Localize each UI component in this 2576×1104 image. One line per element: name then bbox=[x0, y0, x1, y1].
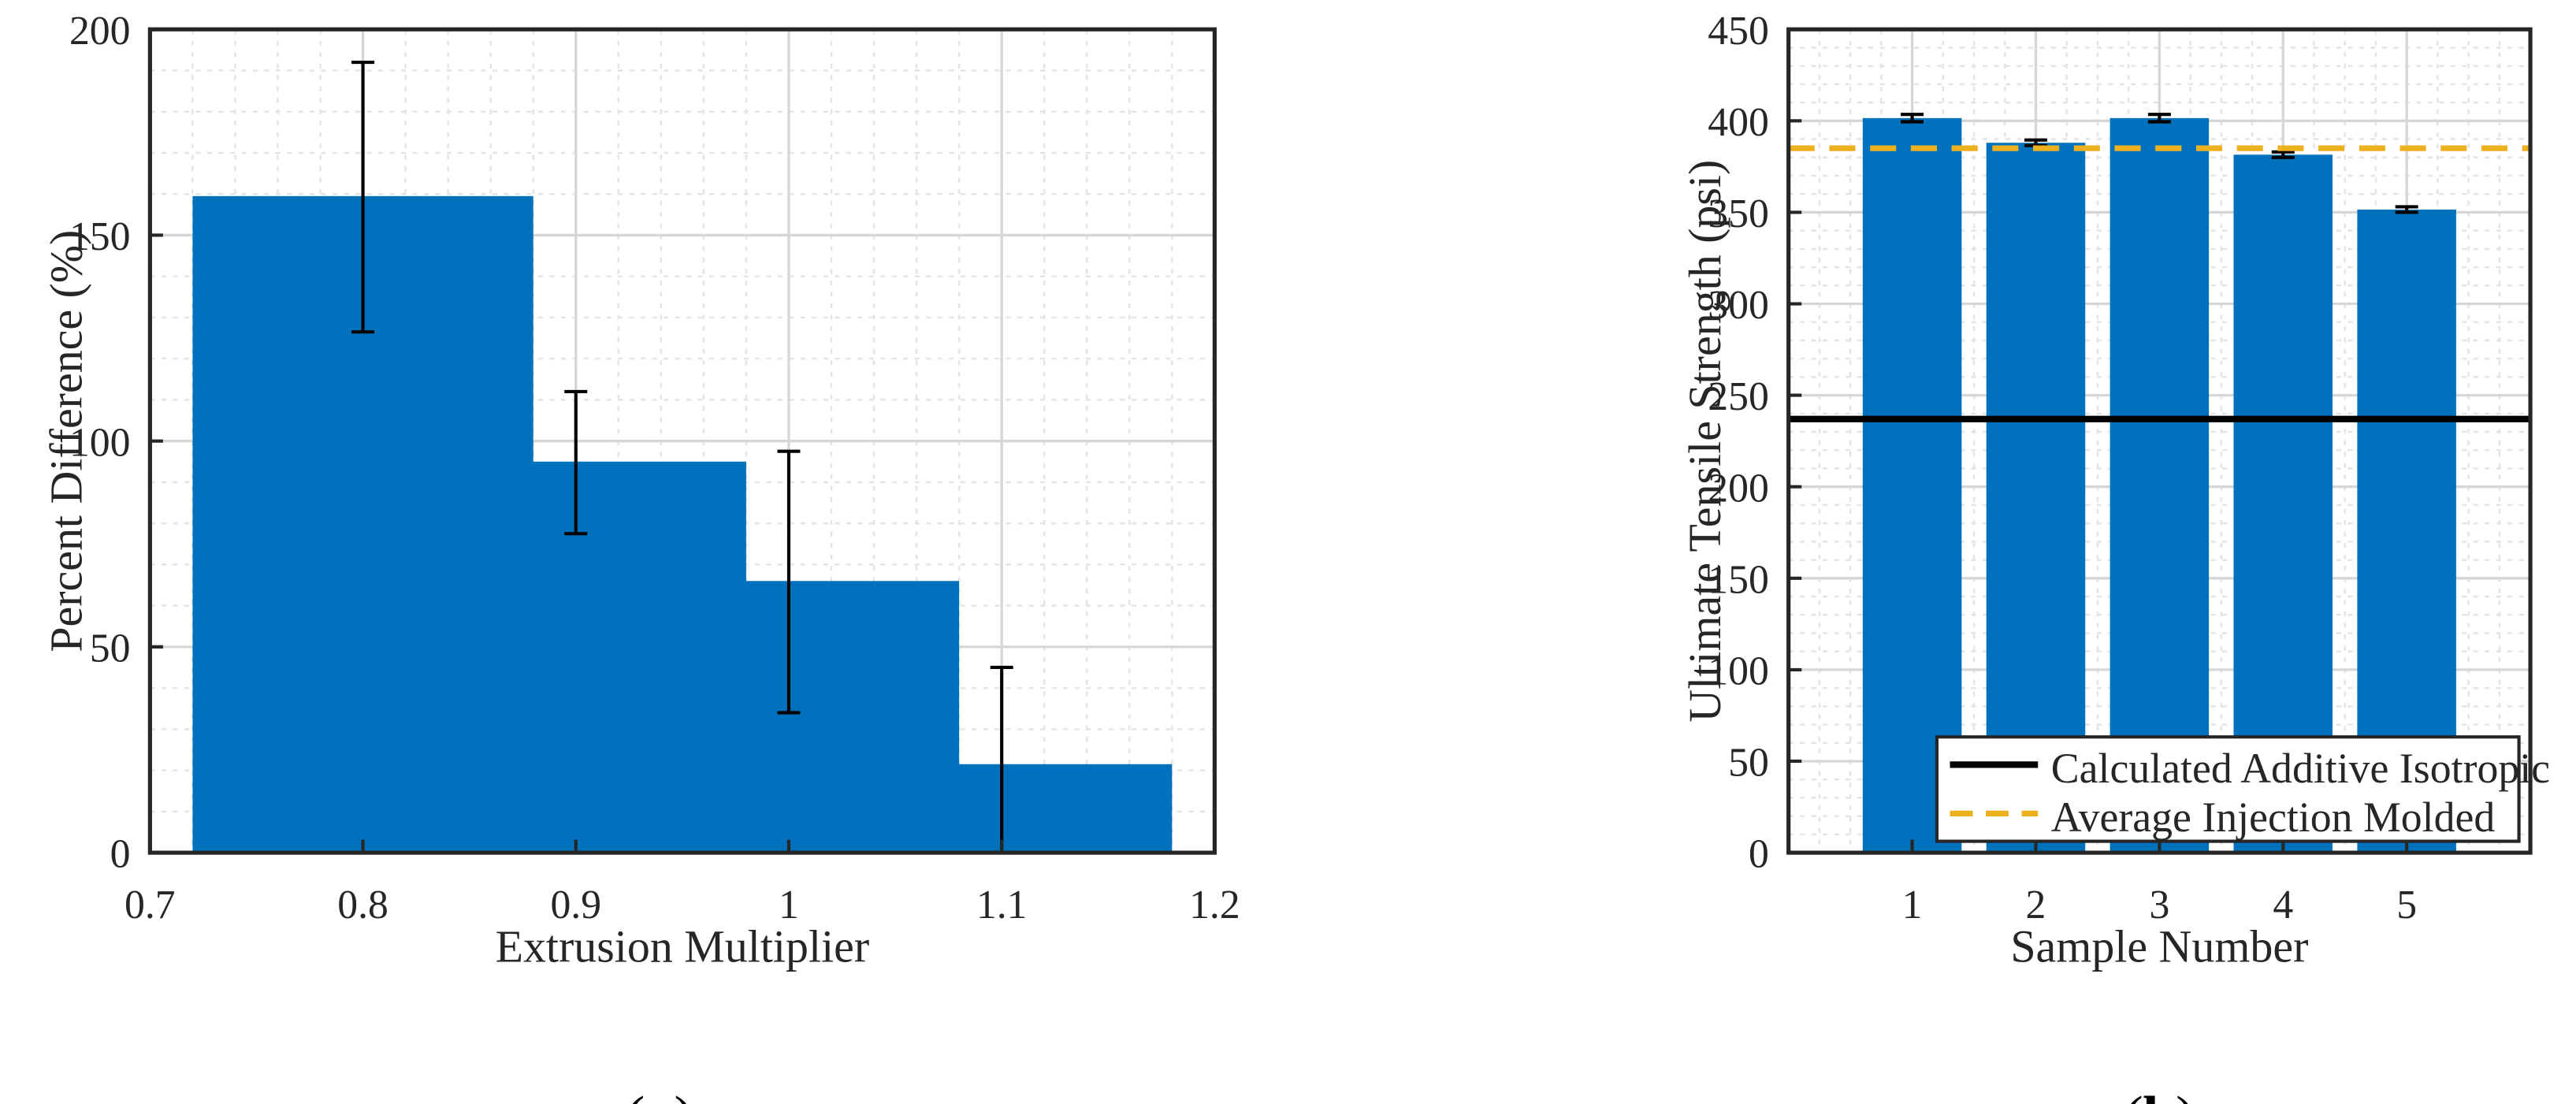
chart-a-x-tick-label: 0.8 bbox=[337, 883, 388, 927]
chart-b-panel-label-open: ( bbox=[2124, 1085, 2143, 1104]
chart-b-legend: Calculated Additive Isotropic Average In… bbox=[1935, 735, 2550, 843]
chart-b-error-bars bbox=[1901, 113, 2418, 214]
chart-a-y-tick-label: 0 bbox=[110, 832, 131, 877]
chart-a-panel-label-open: ( bbox=[625, 1085, 645, 1104]
chart-b-y-tick-label: 300 bbox=[1708, 283, 1769, 328]
chart-a-y-tick-label: 150 bbox=[69, 214, 131, 259]
chart-a-error-bars bbox=[351, 60, 1013, 853]
chart-b-y-tick-label: 450 bbox=[1708, 9, 1769, 54]
chart-a-x-tick-label: 1.2 bbox=[1189, 883, 1240, 927]
chart-a-error-bar-3 bbox=[777, 449, 801, 715]
chart-b-legend-label-injection: Average Injection Molded bbox=[2051, 794, 2496, 841]
chart-b-y-tick-label: 50 bbox=[1728, 741, 1769, 786]
chart-b-error-bar-1 bbox=[1901, 113, 1924, 124]
chart-a-panel-label-letter: a bbox=[645, 1085, 674, 1104]
chart-a-y-tick-label: 100 bbox=[69, 420, 131, 465]
chart-b-y-tick-label: 400 bbox=[1708, 100, 1769, 145]
chart-b-error-bar-3 bbox=[2147, 113, 2171, 124]
chart-b-y-tick-label: 250 bbox=[1708, 374, 1769, 419]
chart-b-x-axis-label: Sample Number bbox=[2010, 921, 2308, 972]
chart-a-error-bar-2 bbox=[564, 389, 588, 536]
chart-a-x-tick-label: 0.9 bbox=[550, 883, 601, 927]
chart-a-y-axis-label: Percent Difference (%) bbox=[40, 230, 91, 652]
chart-a-y-tick-label: 200 bbox=[69, 9, 131, 54]
chart-b-y-tick-label: 200 bbox=[1708, 466, 1769, 511]
chart-a-x-tick-label: 0.7 bbox=[125, 883, 176, 927]
chart-a-error-bar-4 bbox=[990, 665, 1013, 853]
chart-b-x-tick-label: 1 bbox=[1902, 883, 1923, 927]
chart-b-bar-2 bbox=[1986, 143, 2086, 853]
chart-b-y-tick-label: 100 bbox=[1708, 649, 1769, 694]
chart-b-x-tick-label: 2 bbox=[2026, 883, 2046, 927]
chart-b-bar-3 bbox=[2109, 117, 2210, 853]
chart-b-y-axis-label: Ultimate Tensile Strength (psi) bbox=[1679, 160, 1730, 723]
chart-b-bar-1 bbox=[1862, 117, 1962, 853]
chart-b-panel-label-close: ) bbox=[2176, 1085, 2195, 1104]
chart-b-x-tick-label: 5 bbox=[2396, 883, 2417, 927]
chart-b-y-tick-label: 350 bbox=[1708, 191, 1769, 236]
chart-b-panel-label-letter: b bbox=[2143, 1085, 2176, 1104]
chart-b-x-tick-label: 3 bbox=[2149, 883, 2169, 927]
chart-a-x-axis-label: Extrusion Multiplier bbox=[496, 921, 870, 972]
chart-b-error-bar-4 bbox=[2271, 150, 2295, 159]
chart-a-x-tick-label: 1.1 bbox=[976, 883, 1028, 927]
chart-b-error-bar-5 bbox=[2395, 205, 2418, 214]
chart-a: 0.7 0.8 0.9 1 1.1 1.2 0 50 100 150 200 Extrusion M… bbox=[40, 9, 1240, 1104]
chart-b-reference-lines bbox=[1788, 145, 2531, 422]
chart-b-y-tick-label: 150 bbox=[1708, 557, 1769, 602]
chart-b-x-tick-label: 4 bbox=[2273, 883, 2293, 927]
chart-a-panel-label: (a) bbox=[625, 1085, 693, 1104]
chart-a-bars bbox=[192, 195, 1173, 853]
chart-a-ticks: 0.7 0.8 0.9 1 1.1 1.2 0 50 100 150 200 bbox=[69, 9, 1240, 927]
chart-b-panel-label: (b) bbox=[2124, 1085, 2195, 1104]
chart-a-error-bar-1 bbox=[351, 60, 375, 334]
chart-b-legend-box bbox=[1935, 735, 2521, 843]
chart-a-y-tick-label: 50 bbox=[90, 626, 131, 671]
chart-b-legend-label-isotropic: Calculated Additive Isotropic bbox=[2051, 745, 2550, 792]
chart-a-x-tick-label: 1 bbox=[779, 883, 799, 927]
chart-a-panel-label-close: ) bbox=[675, 1085, 694, 1104]
chart-b-y-tick-label: 0 bbox=[1749, 832, 1769, 877]
